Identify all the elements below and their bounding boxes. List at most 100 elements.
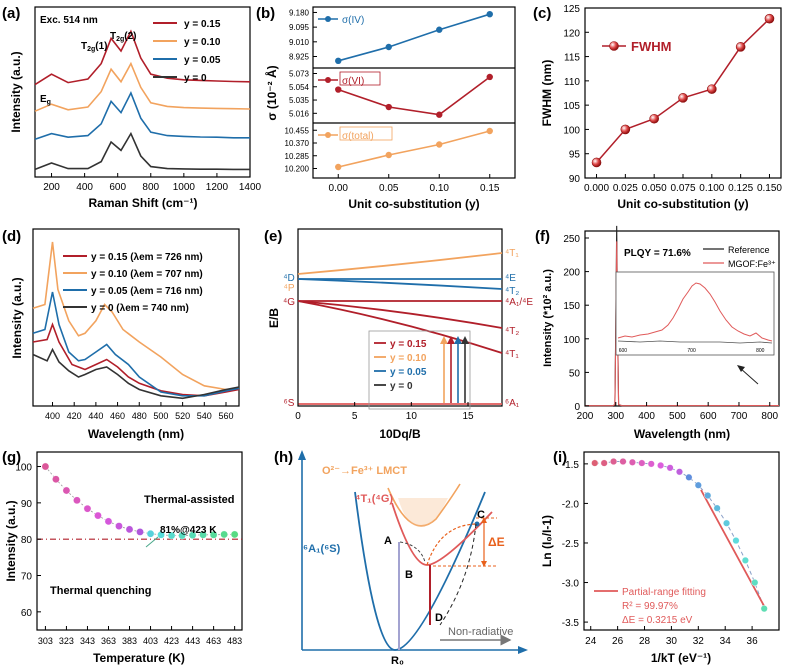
ground-state-well <box>354 491 486 651</box>
y-tick-label: -2.5 <box>562 539 580 550</box>
x-tick-label: 443 <box>185 636 200 646</box>
y-axis-label: Ln (I₀/I-1) <box>540 515 554 567</box>
legend-box <box>368 330 471 410</box>
x-tick-label: 28 <box>639 636 651 647</box>
y-tick-label: 5.073 <box>289 69 310 78</box>
x-tick-label: 403 <box>143 636 158 646</box>
data-point <box>188 531 197 539</box>
legend: FWHM <box>602 39 671 54</box>
data-point <box>638 459 646 467</box>
annotation-t2g1: T2g(1) <box>81 41 108 53</box>
panel-label: (g) <box>2 449 21 466</box>
crossing-point-c <box>474 521 480 527</box>
level-label-right: ⁴T₁ <box>505 248 519 259</box>
fit-r2: R² = 99.97% <box>622 601 678 612</box>
y-tick-label: 100 <box>563 335 580 346</box>
data-point <box>647 460 655 468</box>
data-point <box>591 157 602 168</box>
series-line <box>32 347 240 400</box>
y-tick-label: 95 <box>569 150 581 161</box>
legend: y = 0.15 y = 0.10 y = 0.05 y = 0 <box>374 339 427 392</box>
axis-ticks: 200 300 400 500 600 700 800 0 50 100 150 200 250 <box>563 234 778 422</box>
data-point <box>146 529 155 538</box>
y-tick-label: 9.010 <box>289 38 310 47</box>
x-tick-label: 0.15 <box>480 183 500 194</box>
x-tick-label: 26 <box>612 636 624 647</box>
legend-label: y = 0.15 (λem = 726 nm) <box>91 252 203 263</box>
legend-marker <box>325 132 331 138</box>
y-tick-label: -3.5 <box>562 618 580 629</box>
data-point <box>619 457 627 465</box>
x-tick-label: 1400 <box>239 182 262 193</box>
annotation-thermal-assisted: Thermal-assisted <box>144 494 234 506</box>
legend: y = 0.15 (λem = 726 nm) y = 0.10 (λem = 7… <box>63 252 203 314</box>
data-point <box>436 141 443 148</box>
level-label-right: ⁴T₂ <box>505 326 519 337</box>
legend-label: y = 0.15 <box>390 339 427 350</box>
data-point <box>741 556 749 564</box>
data-point <box>52 475 60 484</box>
level-label-left: ⁴P <box>284 283 295 294</box>
y-axis-label: Intensity (a.u.) <box>10 277 24 358</box>
y-tick-label: 105 <box>563 101 580 112</box>
y-tick-label: 60 <box>21 608 33 619</box>
legend-label: σ(VI) <box>342 76 364 87</box>
x-tick-label: 200 <box>577 411 594 422</box>
y-tick-label: 9.095 <box>289 23 310 32</box>
data-point <box>610 457 618 465</box>
label-non-radiative: Non-radiative <box>448 626 513 638</box>
label-4t1: ⁴T₁(⁴G) <box>355 493 393 505</box>
inset-tick-label: 700 <box>687 348 696 354</box>
curves <box>34 29 251 171</box>
lmct-well <box>387 483 461 527</box>
annotation-81-percent: 81%@423 K <box>160 525 217 536</box>
level-label-right: ⁴T₁ <box>505 349 519 360</box>
x-tick-label: 0.000 <box>584 183 609 194</box>
panel-label: (h) <box>274 449 293 466</box>
legend-label: y = 0 <box>184 73 207 84</box>
level-4T1-upper <box>297 252 503 275</box>
legend-label: y = 0.05 <box>184 55 221 66</box>
y-axis-label: Intensity (a.u.) <box>4 500 18 581</box>
x-tick-label: 500 <box>153 411 168 421</box>
x-axis-label: Unit co-substitution (y) <box>617 197 748 211</box>
y-tick-label: 10.200 <box>285 165 310 174</box>
series-line <box>34 29 251 86</box>
annotation-pointer <box>145 536 159 548</box>
x-tick-label: 0.10 <box>430 183 450 194</box>
x-axis-label: Unit co-substitution (y) <box>348 197 479 211</box>
sample-spectrum <box>585 241 780 407</box>
curves <box>32 241 240 400</box>
y-tick-label: 115 <box>564 53 580 64</box>
data-point <box>704 492 712 500</box>
x-tick-label: 0.150 <box>757 183 782 194</box>
legend-fit-label: Partial-range fitting <box>622 587 706 598</box>
x-tick-label: 383 <box>122 636 137 646</box>
series-line <box>34 131 250 171</box>
data-point <box>620 124 631 135</box>
x-tick-label: 500 <box>669 411 686 422</box>
points: 60 70 80 90 100 303 323 343 363 383 403 423 443 463 48… <box>15 463 242 646</box>
panel-c: (c) 90 95 100 105 110 115 120 125 0.000 0.025 0.05… <box>533 4 782 211</box>
x-tick-label: 0.050 <box>642 183 667 194</box>
legend: y = 0.15 y = 0.10 y = 0.05 y = 0 <box>153 19 221 84</box>
x-tick-label: 300 <box>607 411 624 422</box>
x-tick-label: 36 <box>747 636 759 647</box>
level-label-right: ⁶A₁ <box>505 398 520 409</box>
inset-sample-curve <box>617 282 773 342</box>
inset-tick-label: 600 <box>619 348 628 354</box>
data-point <box>657 461 665 469</box>
x-tick-label: 363 <box>101 636 116 646</box>
inset-ticks: 600 700 800 <box>619 348 765 354</box>
y-tick-label: 70 <box>21 572 33 583</box>
panel-a: (a) 200 400 600 800 1000 1200 1400 Exc. 514 nm… <box>2 5 262 210</box>
legend-marker <box>609 41 619 51</box>
y-tick-label: 90 <box>21 499 33 510</box>
energy-axis-head <box>298 450 306 460</box>
x-tick-label: 343 <box>80 636 95 646</box>
x-tick-label: 420 <box>67 411 82 421</box>
x-tick-label: 30 <box>666 636 678 647</box>
